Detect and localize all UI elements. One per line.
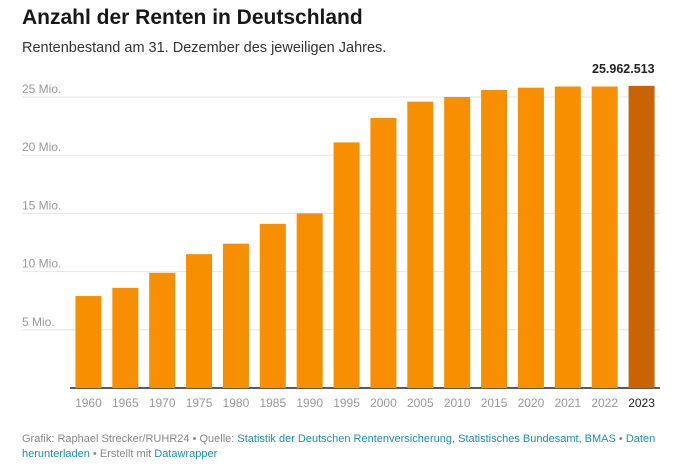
bar [407,101,434,388]
y-tick-label: 25 Mio. [22,82,61,96]
bar-chart: 5 Mio. 10 Mio. 15 Mio. 20 Mio. 25 Mio. 1960 19… [22,62,660,410]
datawrapper-link[interactable]: Datawrapper [154,448,218,460]
bar [149,272,176,388]
y-tick-label: 15 Mio. [22,198,61,212]
footer-created-with: • Erstellt mit [89,448,155,460]
bar [296,213,323,388]
y-tick-label: 5 Mio. [22,315,55,329]
x-tick-label: 1990 [296,396,323,410]
bar [75,296,102,388]
chart-footer: Grafik: Raphael Strecker/RUHR24 • Quelle… [22,432,662,462]
value-annotation: 25.962.513 [592,62,655,76]
download-data-link[interactable]: Daten herunterladen [22,433,656,460]
x-tick-label: 2010 [444,396,471,410]
chart-subtitle: Rentenbestand am 31. Dezember des jeweil… [22,40,387,56]
x-tick-label: 1975 [186,396,213,410]
bar [259,223,286,388]
bar [591,86,618,389]
footer-credit: Grafik: Raphael Strecker/RUHR24 • Quelle… [22,433,238,445]
bar [186,254,213,388]
x-tick-label: 2020 [518,396,545,410]
footer-separator: • [615,433,626,445]
x-tick-label: 1970 [149,396,176,410]
bar [222,243,249,388]
x-tick-label: 2000 [370,396,397,410]
bar [554,86,581,389]
bar [628,85,655,389]
bar [481,90,508,389]
x-tick-label: 1980 [223,396,250,410]
bar [444,97,471,388]
bar-layer [75,85,655,389]
x-tick-label: 1965 [112,396,139,410]
x-tick-label: 2021 [554,396,581,410]
bar [333,142,360,388]
bar [370,117,397,388]
x-tick-label: 2022 [591,396,618,410]
bar [517,87,544,389]
source-link[interactable]: Statistik der Deutschen Rentenversicheru… [237,433,616,445]
x-tick-label: 2005 [407,396,434,410]
x-tick-label: 1995 [333,396,360,410]
y-tick-label: 20 Mio. [22,140,61,154]
chart-title: Anzahl der Renten in Deutschland [22,6,363,29]
bar [112,287,139,388]
x-tick-label: 2023 [628,396,655,410]
x-tick-label: 2015 [481,396,508,410]
y-tick-label: 10 Mio. [22,257,61,271]
label-layer: 5 Mio. 10 Mio. 15 Mio. 20 Mio. 25 Mio. 1960 19… [22,62,655,410]
x-tick-label: 1985 [259,396,286,410]
x-tick-label: 1960 [75,396,102,410]
